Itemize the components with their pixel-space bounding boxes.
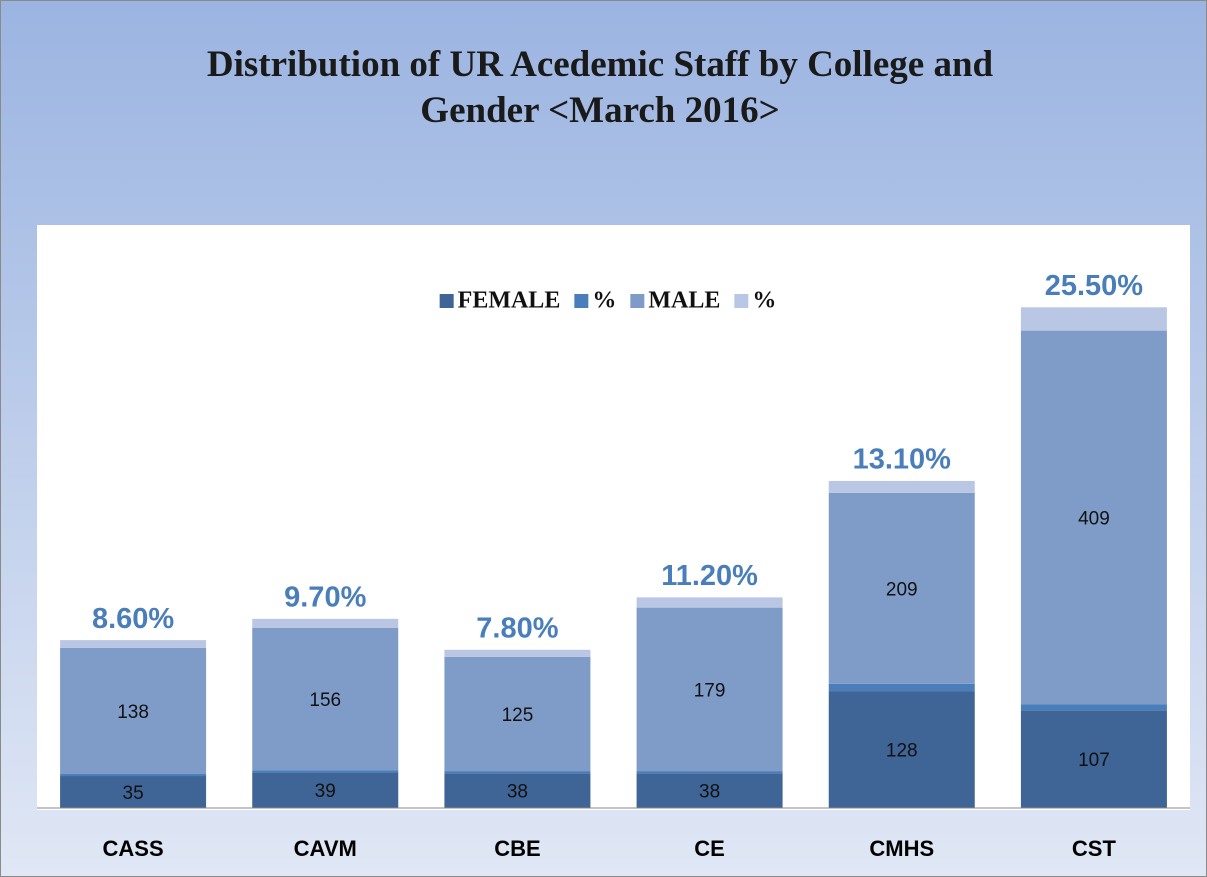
x-tick-label: CAVM [294, 836, 357, 861]
bar-segment [60, 647, 207, 775]
bar-segment [636, 607, 783, 772]
bar-segment [828, 691, 975, 808]
data-label: 138 [117, 702, 149, 723]
bar-segment [60, 776, 207, 808]
legend-label: MALE [648, 288, 720, 314]
bar-segment [636, 771, 783, 774]
bar-segment [60, 640, 207, 648]
bar-segment [828, 492, 975, 684]
bar-segment [636, 597, 783, 608]
plot-area [37, 225, 1190, 810]
data-label: 209 [886, 579, 918, 600]
legend-swatch [439, 294, 454, 308]
bar-segment [1020, 330, 1167, 705]
data-label: 38 [699, 782, 720, 803]
bar-segment [444, 771, 591, 774]
x-tick-label: CMHS [869, 836, 934, 861]
data-label: 25.50% [1045, 270, 1144, 302]
bar-segment [444, 656, 591, 772]
legend-swatch [574, 294, 589, 308]
data-label: 38 [507, 782, 528, 803]
legend-swatch [630, 294, 645, 308]
bar-segment [1020, 307, 1167, 331]
bar-segment [252, 627, 399, 771]
bar-segment [1020, 704, 1167, 711]
bar-segment [828, 480, 975, 493]
bar-segment [444, 649, 591, 657]
bar-segment [636, 773, 783, 808]
bar-segment [828, 683, 975, 692]
bar-segment [252, 618, 399, 628]
x-tick-label: CST [1072, 836, 1117, 861]
data-label: 35 [123, 783, 144, 804]
legend-label: FEMALE [458, 288, 561, 314]
bar-segment [252, 770, 399, 773]
legend-label: % [752, 288, 776, 314]
x-tick-label: CE [694, 836, 725, 861]
data-label: 9.70% [284, 582, 366, 614]
data-label: 128 [886, 741, 918, 762]
bar-segment [1020, 710, 1167, 808]
data-label: 7.80% [476, 612, 558, 644]
x-tick-label: CASS [103, 836, 164, 861]
data-label: 125 [502, 705, 534, 726]
bar-segment [252, 772, 399, 808]
chart-title: Distribution of UR Acedemic Staff by Col… [206, 44, 994, 131]
data-label: 13.10% [853, 444, 952, 476]
x-tick-label: CBE [494, 836, 540, 861]
data-label: 39 [315, 781, 336, 802]
bar-segment [60, 774, 207, 777]
data-label: 107 [1078, 750, 1110, 771]
data-label: 156 [309, 690, 341, 711]
bar-segment [444, 773, 591, 808]
data-label: 11.20% [661, 560, 758, 592]
legend-swatch [734, 294, 749, 308]
data-label: 409 [1078, 508, 1110, 529]
legend-label: % [592, 288, 616, 314]
data-label: 8.60% [92, 603, 174, 635]
data-label: 179 [694, 680, 726, 701]
